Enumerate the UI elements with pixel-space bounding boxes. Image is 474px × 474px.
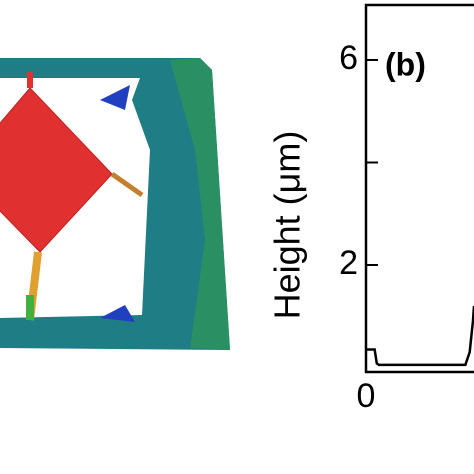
x-tick-label: 0 [357,377,376,415]
plot-frame [364,3,474,374]
diamond [0,87,113,253]
y-axis-label: Height (μm) [267,131,308,320]
spike [100,85,130,110]
chart-title: (b) [385,46,426,82]
connector [110,171,144,198]
frame-side [170,58,230,350]
data-line [366,305,474,367]
spike [100,305,135,322]
y-tick-label: 2 [339,244,358,282]
render-image [0,58,230,350]
y-tick-label: 6 [339,39,358,77]
